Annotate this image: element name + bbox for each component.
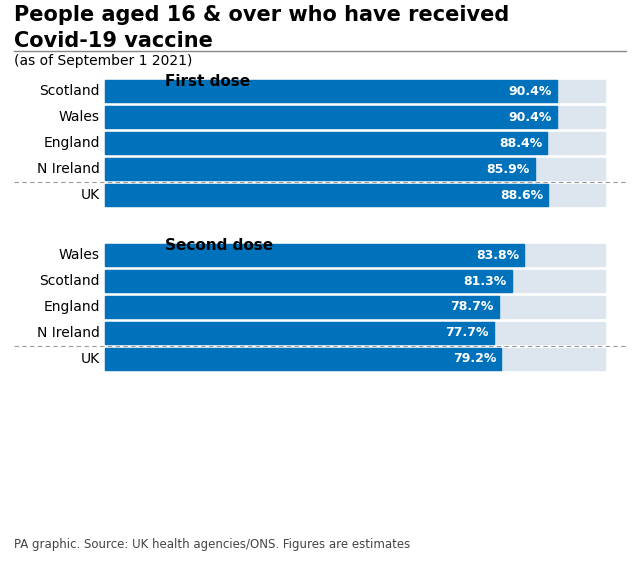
Bar	[105, 322, 605, 344]
Text: 83.8%: 83.8%	[476, 249, 519, 261]
Bar	[105, 244, 524, 266]
Bar	[105, 184, 548, 206]
Bar	[105, 132, 605, 154]
Text: 81.3%: 81.3%	[463, 274, 506, 287]
Bar	[105, 270, 605, 292]
Bar	[105, 244, 605, 266]
Text: 79.2%: 79.2%	[452, 352, 496, 366]
Text: 90.4%: 90.4%	[509, 85, 552, 98]
Text: 88.4%: 88.4%	[499, 136, 542, 149]
Bar	[105, 296, 605, 318]
Text: Covid-19 vaccine: Covid-19 vaccine	[14, 31, 213, 51]
Text: People aged 16 & over who have received: People aged 16 & over who have received	[14, 5, 509, 25]
Text: UK: UK	[81, 188, 100, 202]
Text: 85.9%: 85.9%	[486, 163, 529, 176]
Bar	[105, 158, 605, 180]
Bar	[105, 132, 547, 154]
Bar	[105, 80, 557, 102]
Text: 90.4%: 90.4%	[509, 111, 552, 123]
Bar	[105, 158, 534, 180]
Bar	[105, 270, 511, 292]
Text: England: England	[44, 300, 100, 314]
Bar	[105, 296, 499, 318]
Text: Wales: Wales	[59, 248, 100, 262]
Text: First dose: First dose	[165, 74, 250, 89]
Bar	[105, 184, 605, 206]
Text: (as of September 1 2021): (as of September 1 2021)	[14, 54, 193, 68]
Text: Second dose: Second dose	[165, 238, 273, 253]
Text: N Ireland: N Ireland	[37, 162, 100, 176]
Text: UK: UK	[81, 352, 100, 366]
Text: Scotland: Scotland	[40, 274, 100, 288]
Text: 77.7%: 77.7%	[445, 327, 488, 339]
Bar	[105, 106, 605, 128]
Text: PA graphic. Source: UK health agencies/ONS. Figures are estimates: PA graphic. Source: UK health agencies/O…	[14, 538, 410, 551]
Text: 88.6%: 88.6%	[500, 188, 543, 201]
Bar	[105, 322, 493, 344]
Text: Scotland: Scotland	[40, 84, 100, 98]
Text: England: England	[44, 136, 100, 150]
Text: 78.7%: 78.7%	[450, 301, 493, 314]
Text: N Ireland: N Ireland	[37, 326, 100, 340]
Bar	[105, 348, 501, 370]
Bar	[105, 80, 605, 102]
Bar	[105, 348, 605, 370]
Bar	[105, 106, 557, 128]
Text: Wales: Wales	[59, 110, 100, 124]
